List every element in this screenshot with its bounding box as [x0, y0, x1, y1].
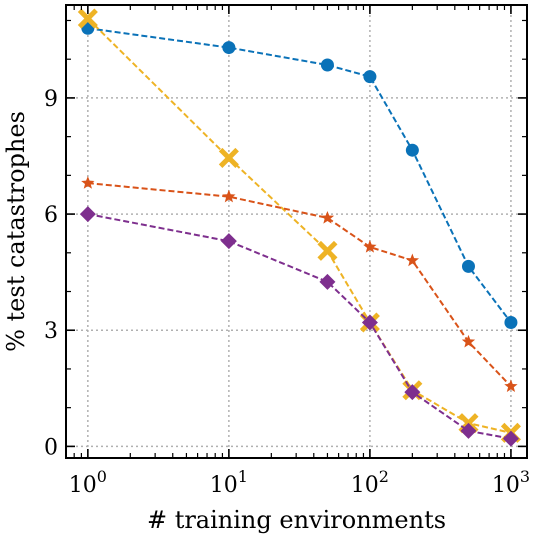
data-point: [77, 8, 98, 29]
x-axis-label: # training environments: [147, 506, 446, 534]
plot-frame: [65, 4, 528, 459]
x-tick-label: 103: [492, 467, 530, 498]
series-3: [79, 206, 519, 447]
y-axis-label: % test catastrophes: [2, 111, 30, 352]
ticks: [65, 5, 527, 458]
x-tick-label: 100: [69, 467, 107, 498]
data-point: [460, 422, 477, 439]
grid: [66, 5, 527, 458]
data-point: [320, 58, 334, 72]
data-point: [81, 176, 95, 189]
data-point: [504, 379, 518, 393]
y-tick-label: 3: [44, 319, 58, 344]
series-line: [87, 213, 512, 440]
data-point: [405, 143, 419, 157]
data-point: [220, 233, 237, 250]
data-point: [461, 334, 476, 348]
data-point: [218, 147, 239, 168]
y-tick-label: 0: [44, 435, 58, 460]
series-layer: [77, 8, 521, 447]
data-point: [317, 240, 338, 261]
data-point: [504, 315, 518, 329]
y-tick-label: 6: [44, 203, 58, 228]
tick-labels: 0 3 6 9 100 101 102 103: [44, 87, 530, 498]
data-point: [461, 259, 475, 273]
data-point: [319, 273, 336, 290]
series-0: [81, 21, 518, 329]
data-point: [502, 430, 519, 447]
x-tick-label: 102: [351, 467, 389, 498]
series-1: [77, 8, 521, 443]
data-point: [361, 314, 378, 331]
data-point: [222, 189, 236, 203]
x-tick-label: 101: [210, 467, 248, 498]
data-point: [79, 206, 96, 223]
data-point: [405, 253, 420, 267]
data-point: [363, 70, 377, 84]
data-point: [222, 41, 236, 55]
series-2: [81, 176, 518, 393]
y-tick-label: 9: [44, 87, 58, 112]
data-point: [404, 384, 421, 401]
series-line: [87, 27, 512, 324]
data-point: [363, 239, 377, 253]
data-point: [320, 210, 335, 224]
